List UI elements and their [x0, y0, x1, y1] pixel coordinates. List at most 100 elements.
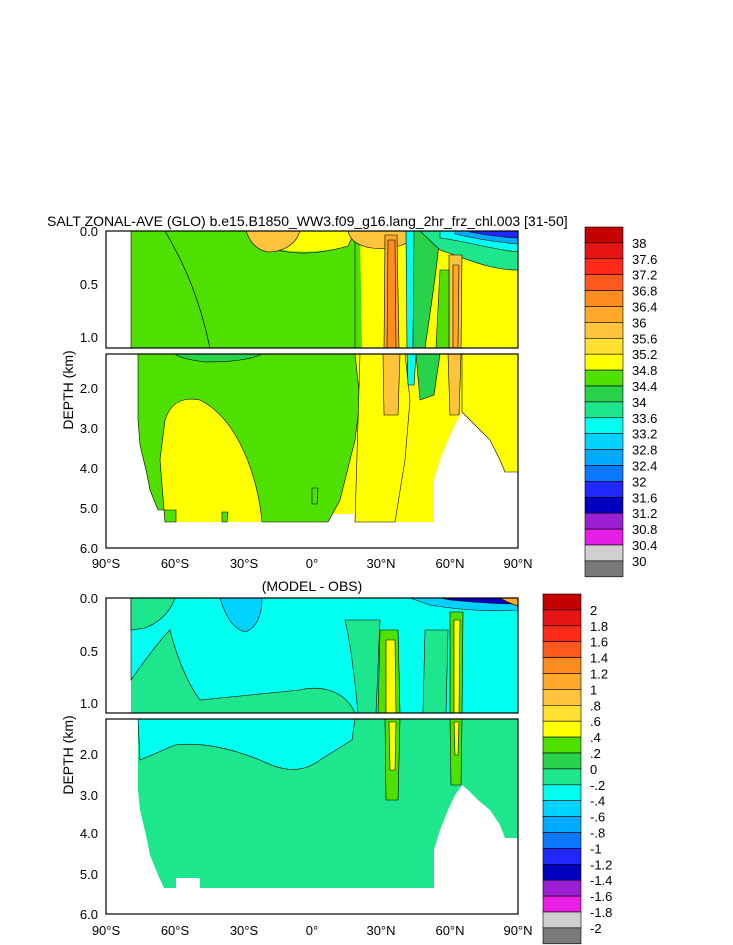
salt-colorbar-label: 30.8: [632, 522, 657, 537]
salt-y-ticks: 0.0 0.5 1.0 2.0 3.0 4.0 5.0 6.0: [80, 224, 98, 556]
salt-colorbar-swatch: [584, 544, 624, 562]
diff-colorbar-label: .8: [590, 698, 601, 713]
salt-colorbar-swatch: [584, 449, 624, 466]
diff-colorbar-swatch: [542, 911, 582, 929]
salt-y-axis-label: DEPTH (km): [60, 350, 76, 429]
diff-colorbar-label: 1.8: [590, 619, 608, 634]
diff-x-tick: 30°S: [230, 923, 259, 938]
salt-colorbar-swatch: [584, 433, 624, 450]
salt-colorbar: 3837.637.236.836.43635.635.234.834.43433…: [584, 226, 657, 578]
diff-x-tick: 60°N: [435, 923, 464, 938]
diff-colorbar-swatch: [542, 736, 582, 754]
diff-x-tick: 60°S: [161, 923, 190, 938]
salt-colorbar-label: 34.4: [632, 379, 657, 394]
salt-lower-frame: [105, 353, 519, 549]
diff-colorbar-swatch: [542, 593, 582, 611]
diff-colorbar-swatch: [542, 927, 582, 945]
diff-x-ticks: 90°S 60°S 30°S 0° 30°N 60°N 90°N: [92, 923, 533, 938]
salt-colorbar-label: 31.2: [632, 506, 657, 521]
salt-colorbar-label: 34.8: [632, 363, 657, 378]
salt-x-tick: 90°N: [503, 556, 532, 571]
diff-colorbar: 21.81.61.41.21.8.6.4.20-.2-.4-.6-.8-1-1.…: [542, 593, 612, 945]
salt-colorbar-label: 35.2: [632, 347, 657, 362]
diff-colorbar-label: -1.2: [590, 857, 612, 872]
diff-x-tick: 30°N: [366, 923, 395, 938]
salt-colorbar-swatch: [584, 353, 624, 371]
diff-colorbar-swatch: [542, 863, 582, 881]
diff-colorbar-label: .6: [590, 714, 601, 729]
diff-colorbar-swatch: [542, 625, 582, 642]
salt-y-tick: 3.0: [80, 421, 98, 436]
diff-colorbar-label: -2: [590, 921, 602, 936]
salt-colorbar-label: 37.6: [632, 252, 657, 267]
salt-y-tick: 4.0: [80, 461, 98, 476]
diff-y-tick: 2.0: [80, 747, 98, 762]
diff-colorbar-swatch: [542, 609, 582, 627]
diff-upper-field: [130, 598, 518, 713]
diff-colorbar-swatch: [542, 816, 582, 833]
salt-y-tick: 6.0: [80, 541, 98, 556]
salt-upper-field: [130, 231, 518, 348]
salt-y-tick: 5.0: [80, 501, 98, 516]
salt-colorbar-label: 38: [632, 236, 646, 251]
salt-colorbar-swatch: [584, 417, 624, 434]
salt-colorbar-swatch: [584, 385, 624, 403]
salt-colorbar-swatch: [584, 274, 624, 291]
diff-y-tick: 6.0: [80, 907, 98, 922]
salt-colorbar-label: 34: [632, 395, 646, 410]
diff-x-tick: 90°S: [92, 923, 121, 938]
salt-colorbar-label: 32: [632, 474, 646, 489]
salt-y-tick: 1.0: [80, 330, 98, 345]
diff-lower-field: [137, 719, 518, 888]
salt-colorbar-swatch: [584, 401, 624, 419]
salt-colorbar-swatch: [584, 481, 624, 498]
diff-colorbar-label: -1.4: [590, 873, 612, 888]
salt-colorbar-label: 30: [632, 554, 646, 569]
diff-colorbar-label: 1.6: [590, 635, 608, 650]
diff-colorbar-swatch: [542, 879, 582, 897]
salt-colorbar-label: 33.6: [632, 411, 657, 426]
salt-colorbar-swatch: [584, 242, 624, 260]
diff-colorbar-label: 1.2: [590, 667, 608, 682]
diff-colorbar-swatch: [542, 657, 582, 674]
salt-y-tick: 2.0: [80, 381, 98, 396]
salt-x-tick: 30°S: [230, 556, 259, 571]
salt-colorbar-swatch: [584, 496, 624, 514]
diff-colorbar-swatch: [542, 768, 582, 786]
diff-y-tick: 5.0: [80, 867, 98, 882]
diff-y-tick: 0.0: [80, 591, 98, 606]
diff-colorbar-label: -1.8: [590, 905, 612, 920]
salt-x-tick: 30°N: [366, 556, 395, 571]
diff-colorbar-label: -1.6: [590, 889, 612, 904]
salt-colorbar-label: 36.4: [632, 300, 657, 315]
diff-lower-frame: [105, 718, 519, 915]
diff-colorbar-swatch: [542, 784, 582, 801]
diff-colorbar-swatch: [542, 895, 582, 913]
diff-y-tick: 4.0: [80, 826, 98, 841]
salt-chart-title: SALT ZONAL-AVE (GLO) b.e15.B1850_WW3.f09…: [47, 213, 568, 229]
salt-colorbar-swatch: [584, 337, 624, 355]
diff-colorbar-label: .4: [590, 730, 601, 745]
diff-x-tick: 90°N: [503, 923, 532, 938]
diff-colorbar-label: .2: [590, 746, 601, 761]
salt-colorbar-swatch: [584, 512, 624, 530]
salt-x-tick: 0°: [306, 556, 318, 571]
salt-colorbar-swatch: [584, 258, 624, 275]
diff-colorbar-swatch: [542, 689, 582, 706]
diff-colorbar-label: 0: [590, 762, 597, 777]
salt-colorbar-label: 31.6: [632, 490, 657, 505]
diff-y-tick: 3.0: [80, 788, 98, 803]
diff-colorbar-swatch: [542, 832, 582, 849]
salt-x-tick: 90°S: [92, 556, 121, 571]
diff-colorbar-swatch: [542, 800, 582, 817]
diff-chart-title: (MODEL - OBS): [262, 578, 363, 594]
diff-colorbar-label: -1: [590, 841, 602, 856]
diff-colorbar-label: -.6: [590, 810, 605, 825]
salt-colorbar-label: 35.6: [632, 331, 657, 346]
diff-colorbar-label: -.2: [590, 778, 605, 793]
diff-colorbar-swatch: [542, 673, 582, 690]
diff-y-axis-label: DEPTH (km): [60, 715, 76, 794]
salt-colorbar-swatch: [584, 290, 624, 307]
diff-colorbar-swatch: [542, 704, 582, 722]
diff-x-tick: 0°: [306, 923, 318, 938]
